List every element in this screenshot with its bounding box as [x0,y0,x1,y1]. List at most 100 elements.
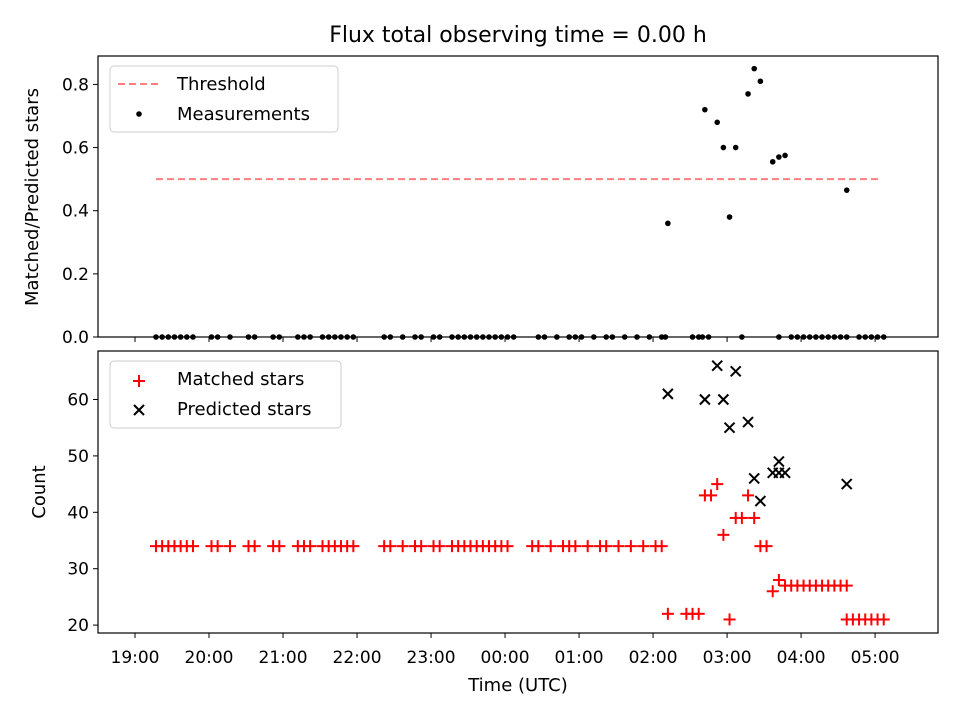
top-y-tick-label: 0.4 [62,202,89,222]
measurement-point [776,154,782,160]
legend-measurements-swatch [136,111,142,117]
top-y-tick-label: 0.2 [62,265,89,285]
top-y-tick-label: 0.0 [62,328,89,348]
bottom-x-tick-label: 03:00 [703,648,752,668]
bottom-x-tick-label: 22:00 [333,648,382,668]
matched-star-point [877,613,890,626]
predicted-star-point [723,421,736,434]
measurement-point [751,65,758,72]
measurement-point [782,152,788,159]
measurement-point [757,78,764,85]
legend-matched-swatch [133,375,145,387]
bottom-y-axis-label: Count [29,465,50,518]
predicted-star-point [773,455,785,468]
bottom-x-tick-label: 23:00 [407,648,456,668]
bottom-x-tick-label: 19:00 [111,648,160,668]
predicted-star-point [754,495,767,507]
matched-star-point [705,489,718,502]
matched-star-point [840,579,853,592]
matched-star-point [501,540,514,553]
predicted-star-point [779,467,791,479]
matched-star-point [735,511,748,524]
measurement-point [732,144,739,151]
matched-star-point [772,573,785,586]
matched-star-point [624,540,637,553]
top-axes-frame [97,55,939,338]
bottom-x-tick-label: 00:00 [481,648,530,668]
bottom-x-tick-label: 21:00 [259,648,308,668]
matched-star-point [304,540,317,553]
bottom-legend: Matched stars Predicted stars [109,360,342,429]
matched-star-point [748,511,761,524]
legend-predicted-label: Predicted stars [177,399,311,420]
legend-predicted-swatch [133,404,145,416]
matched-star-point [692,607,705,620]
bottom-x-tick-label: 20:00 [185,648,234,668]
top-legend: Threshold Measurements [109,65,339,133]
predicted-star-point [662,388,674,400]
bottom-panel: Count Time (UTC) Matched stars Predicted… [29,350,939,696]
matched-star-point [186,540,199,553]
top-panel: Flux total observing time = 0.00 h Match… [22,23,939,340]
matched-star-point [384,540,397,553]
matched-star-point [723,613,736,626]
matched-star-point [717,528,730,541]
matched-star-point [223,540,236,553]
matched-star-point [742,489,755,502]
matched-star-point [711,478,724,491]
matched-star-point [347,540,360,553]
top-y-tick-label: 0.8 [62,75,89,95]
bottom-y-tick-label: 40 [67,503,89,523]
matched-star-point [661,607,674,620]
measurement-point [843,187,850,193]
matched-star-point [433,540,446,553]
legend-measurements-label: Measurements [177,104,310,125]
matched-star-point [612,540,625,553]
matched-star-point [396,540,409,553]
matched-star-point [415,540,428,553]
measurement-point [714,119,721,126]
predicted-star-point [748,472,760,485]
legend-matched-label: Matched stars [177,369,304,390]
measurement-point [702,106,708,113]
predicted-star-point [841,478,853,490]
bottom-x-axis-label: Time (UTC) [467,675,568,696]
matched-star-point [655,540,668,553]
matched-star-point [637,540,650,553]
bottom-x-tick-label: 04:00 [777,648,826,668]
bottom-y-tick-label: 30 [67,560,89,580]
matched-star-point [760,540,773,553]
bottom-y-tick-label: 50 [67,447,89,467]
measurement-point [726,214,733,220]
bottom-axes-frame [97,350,939,634]
bottom-y-tick-label: 20 [67,616,89,636]
predicted-star-point [699,393,711,406]
matched-star-point [211,540,224,553]
matched-star-point [273,540,286,553]
bottom-x-tick-label: 05:00 [851,648,900,668]
measurement-point [665,220,671,227]
predicted-star-point [742,416,754,428]
top-y-axis-label: Matched/Predicted stars [22,88,43,306]
measurement-point [745,91,751,97]
bottom-y-tick-label: 60 [67,391,89,411]
measurement-point [720,144,727,151]
matched-star-point [581,540,594,553]
matched-star-point [600,540,613,553]
bottom-x-tick-label: 01:00 [555,648,604,668]
top-legend-box [109,65,339,133]
chart-title: Flux total observing time = 0.00 h [329,23,707,48]
predicted-star-point [711,359,723,372]
matched-star-point [532,540,545,553]
bottom-x-tick-label: 02:00 [629,648,678,668]
matched-star-point [766,585,779,598]
legend-threshold-label: Threshold [176,74,266,95]
matched-star-point [569,540,582,553]
measurement-point [769,158,776,165]
bottom-legend-box [109,360,342,429]
matched-star-point [544,540,557,553]
bottom-plot-area [149,359,890,626]
matched-star-point [248,540,261,553]
predicted-star-point [730,365,742,378]
top-y-tick-label: 0.6 [62,139,89,159]
